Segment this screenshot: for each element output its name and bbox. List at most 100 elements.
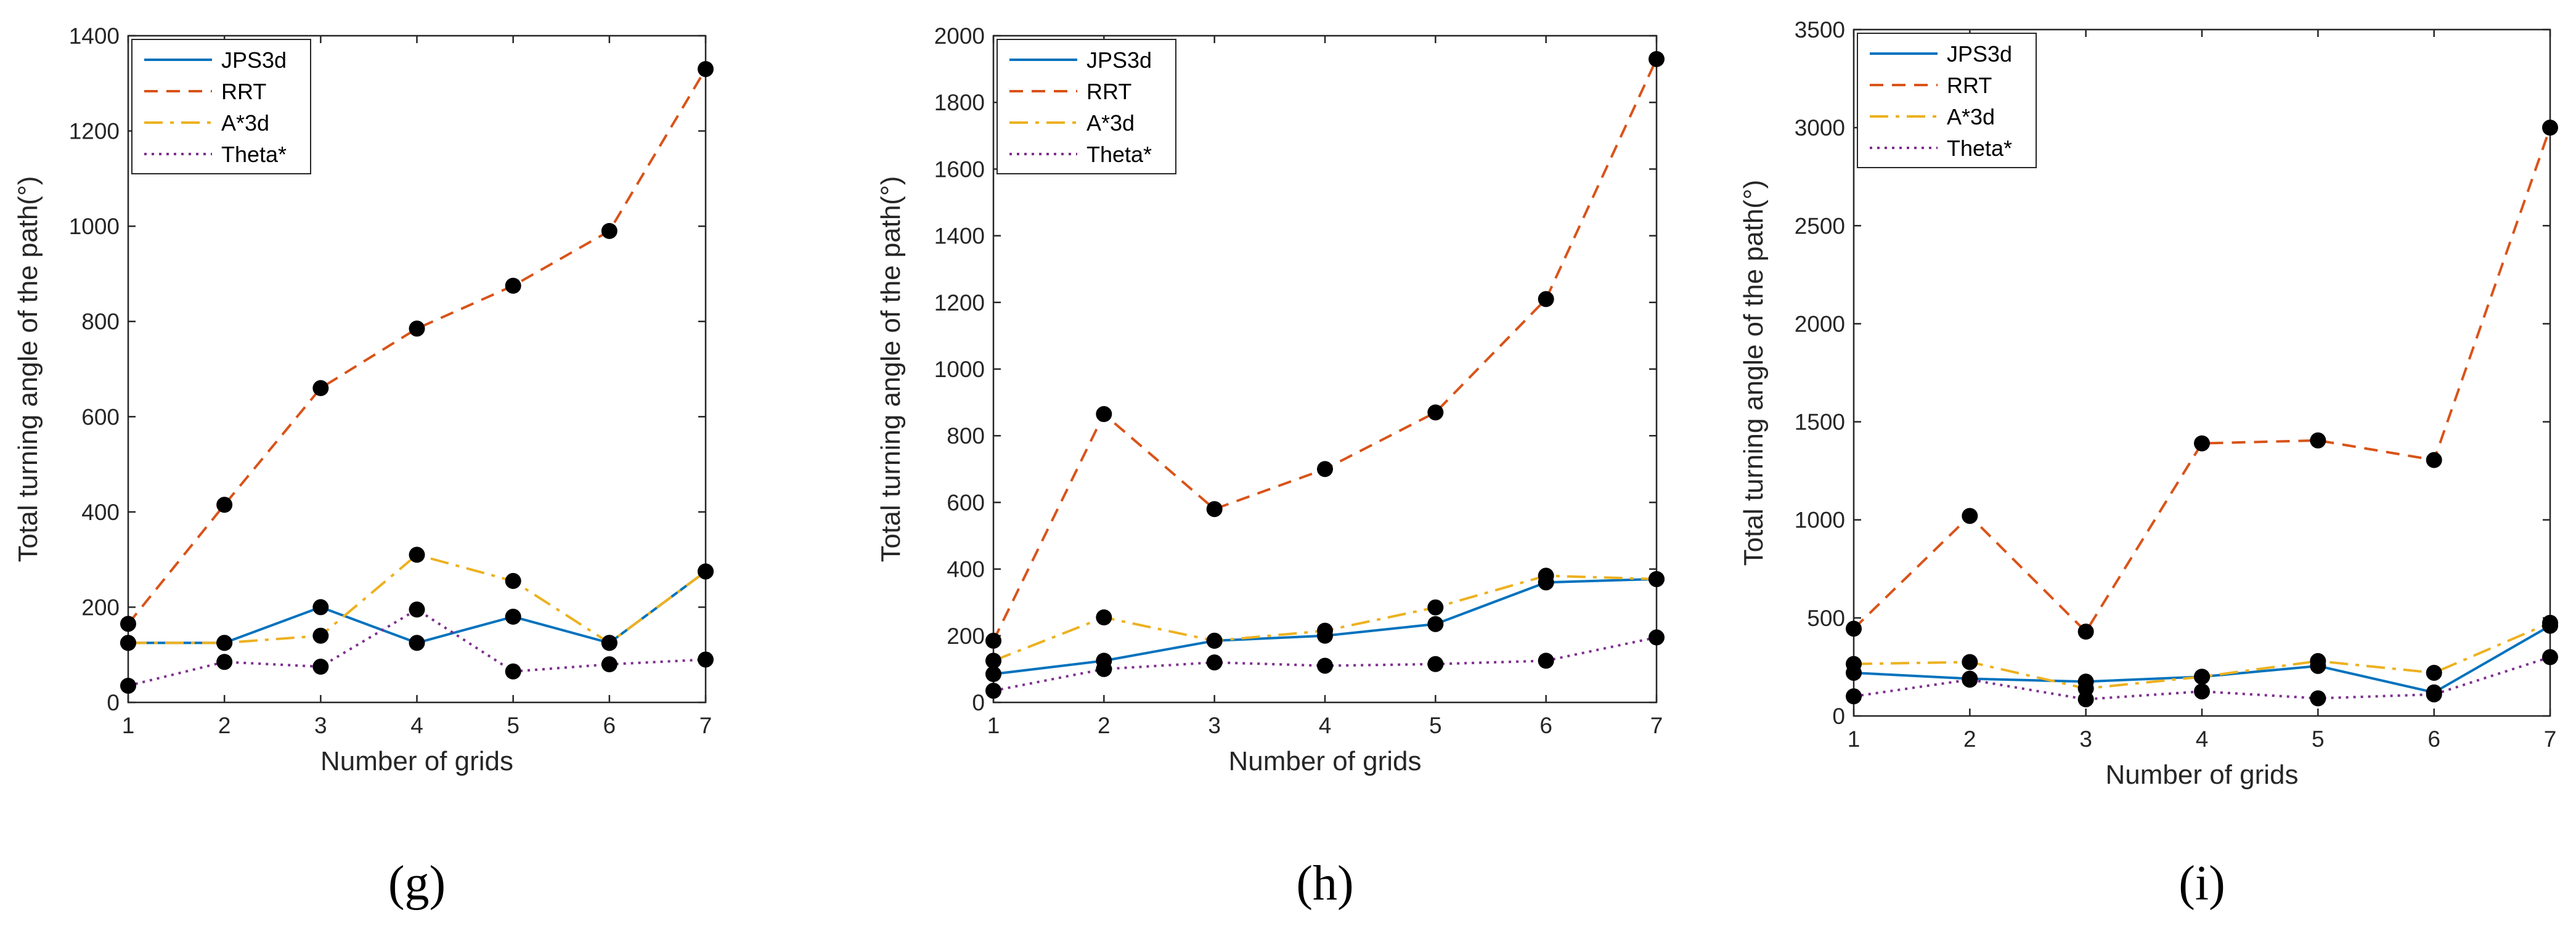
chart-panel-i: 1 2 3 4 5 6 7 0 500 1000 1500 2000 2500 3000 3500 Numbe… xyxy=(1738,17,2558,911)
data-point xyxy=(1427,656,1444,672)
data-point xyxy=(409,601,425,618)
y-tick-label: 1200 xyxy=(69,119,120,144)
data-point xyxy=(1317,622,1333,639)
y-tick-label: 200 xyxy=(947,624,985,649)
data-point xyxy=(216,635,233,651)
y-tick-label: 2000 xyxy=(934,23,985,49)
x-axis-label: Number of grids xyxy=(320,746,513,776)
data-point xyxy=(505,277,521,294)
y-tick-label: 1800 xyxy=(934,90,985,115)
data-point xyxy=(985,653,1001,669)
data-point xyxy=(505,572,521,589)
x-tick-label: 6 xyxy=(2427,726,2440,752)
y-axis-label: Total turning angle of the path(°) xyxy=(1738,180,1769,566)
data-point xyxy=(698,563,714,580)
data-point xyxy=(1846,620,1862,637)
data-point xyxy=(2194,669,2210,685)
data-point xyxy=(1962,508,1978,524)
x-tick-label: 3 xyxy=(314,713,327,738)
y-tick-label: 400 xyxy=(947,557,985,582)
data-point xyxy=(1206,632,1223,649)
legend-label: RRT xyxy=(1086,79,1131,104)
legend-label: JPS3d xyxy=(1947,41,2012,67)
data-point xyxy=(2426,452,2442,468)
x-tick-label: 5 xyxy=(507,713,520,738)
chart-panel-h: 1 2 3 4 5 6 7 0 200 400 600 800 1000 1200 1400 1600 1800… xyxy=(876,23,1665,911)
data-point xyxy=(2542,649,2558,665)
legend-label: Theta* xyxy=(1086,142,1152,167)
data-point xyxy=(1096,609,1112,626)
data-point xyxy=(2310,432,2326,449)
data-point xyxy=(2426,664,2442,681)
x-tick-label: 1 xyxy=(122,713,135,738)
data-point xyxy=(312,659,329,675)
data-point xyxy=(1649,51,1665,67)
data-point xyxy=(216,654,233,670)
data-point xyxy=(1962,672,1978,688)
x-tick-label: 4 xyxy=(2196,726,2209,752)
x-tick-label: 2 xyxy=(218,713,231,738)
x-tick-label: 7 xyxy=(1650,713,1663,738)
data-point xyxy=(2542,120,2558,136)
y-tick-label: 0 xyxy=(1832,704,1845,729)
data-point xyxy=(1317,657,1333,674)
data-point xyxy=(1317,461,1333,478)
data-point xyxy=(1846,688,1862,705)
x-tick-label: 2 xyxy=(1098,713,1111,738)
data-point xyxy=(312,599,329,616)
y-tick-label: 1400 xyxy=(69,23,120,49)
data-point xyxy=(2310,690,2326,707)
data-point xyxy=(312,627,329,644)
y-tick-label: 1600 xyxy=(934,157,985,182)
x-tick-label: 1 xyxy=(1848,726,1861,752)
y-tick-label: 2000 xyxy=(1795,311,1845,336)
data-point xyxy=(120,616,136,632)
y-tick-label: 600 xyxy=(81,404,120,429)
x-tick-label: 7 xyxy=(2544,726,2557,752)
legend-label: RRT xyxy=(1947,73,1992,98)
x-tick-label: 6 xyxy=(1539,713,1552,738)
legend-label: RRT xyxy=(221,79,266,104)
data-point xyxy=(1206,654,1223,671)
y-tick-label: 1000 xyxy=(69,214,120,239)
data-point xyxy=(601,222,618,239)
data-point xyxy=(409,547,425,563)
data-point xyxy=(698,651,714,668)
data-point xyxy=(2194,435,2210,452)
legend-box xyxy=(997,39,1176,174)
y-tick-label: 1500 xyxy=(1795,410,1845,435)
legend-box xyxy=(1857,33,2037,168)
data-point xyxy=(2542,614,2558,631)
data-point xyxy=(1538,291,1554,307)
legend: JPS3d RRT A*3d Theta* xyxy=(997,39,1176,174)
data-point xyxy=(2077,624,2094,640)
chart-panel-g: 1 2 3 4 5 6 7 0 200 400 600 800 1000 1200 1400 Number o… xyxy=(13,23,714,911)
y-tick-label: 200 xyxy=(81,595,120,620)
data-point xyxy=(2077,691,2094,707)
y-tick-label: 600 xyxy=(947,490,985,515)
panel-label: (h) xyxy=(1296,856,1353,911)
legend-label: Theta* xyxy=(221,142,287,167)
data-point xyxy=(505,608,521,625)
y-tick-label: 0 xyxy=(972,690,985,715)
y-tick-label: 1000 xyxy=(1795,508,1845,533)
y-tick-label: 1400 xyxy=(934,224,985,249)
y-tick-label: 500 xyxy=(1807,606,1845,631)
y-tick-label: 3500 xyxy=(1795,17,1845,43)
data-point xyxy=(601,635,618,651)
data-point xyxy=(505,663,521,680)
data-point xyxy=(120,677,136,694)
data-point xyxy=(1962,654,1978,670)
data-point xyxy=(698,61,714,78)
data-point xyxy=(985,666,1001,683)
data-point xyxy=(1096,406,1112,423)
y-tick-label: 800 xyxy=(81,309,120,335)
data-point xyxy=(216,497,233,513)
legend-box xyxy=(131,39,311,174)
data-point xyxy=(1427,599,1444,616)
data-point xyxy=(2310,653,2326,669)
data-point xyxy=(1096,661,1112,677)
y-tick-label: 3000 xyxy=(1795,115,1845,140)
y-axis-label: Total turning angle of the path(°) xyxy=(876,176,906,563)
data-point xyxy=(409,320,425,337)
